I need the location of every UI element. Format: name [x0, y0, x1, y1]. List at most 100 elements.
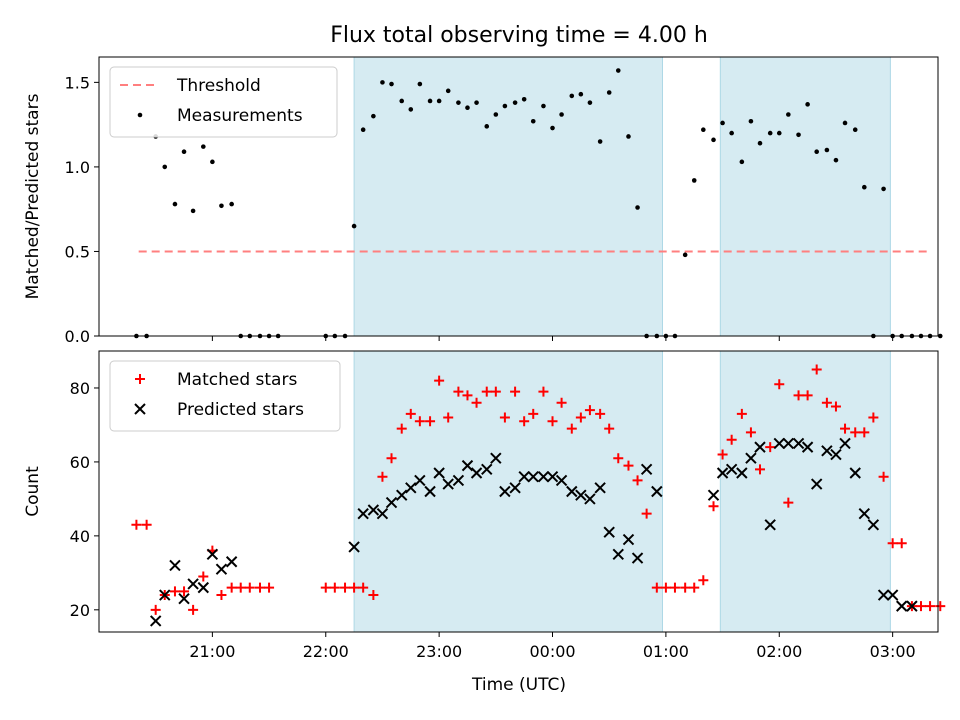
data-point [528, 408, 539, 419]
data-point [858, 507, 871, 520]
data-point [414, 416, 425, 427]
data-point [559, 112, 564, 117]
data-point [887, 538, 898, 549]
data-point [141, 519, 152, 530]
data-point [587, 100, 593, 105]
data-point [641, 508, 652, 519]
data-point [462, 390, 473, 401]
data-point [556, 397, 567, 408]
data-point [736, 467, 748, 479]
data-point [456, 100, 461, 105]
data-point [896, 600, 908, 612]
y-tick-label: 20 [70, 601, 90, 620]
data-point [575, 412, 586, 423]
data-point [490, 452, 502, 464]
data-point [190, 208, 196, 214]
data-point [159, 589, 171, 601]
data-point [484, 124, 490, 129]
y-tick-label: 1.5 [65, 73, 90, 92]
data-point [490, 386, 501, 397]
bottom-panel: 20 40 60 80 21:00 22:00 23:00 00:00 01:00 02:00 03… [23, 350, 946, 661]
data-point [651, 485, 663, 498]
data-point [842, 120, 848, 126]
x-tick-label: 23:00 [416, 642, 462, 661]
data-point [569, 93, 575, 99]
plot-frame [98, 350, 939, 633]
data-point [840, 423, 851, 434]
data-point [776, 130, 782, 136]
data-point [736, 408, 747, 419]
x-tick-label: 02:00 [756, 642, 802, 661]
data-point [340, 582, 351, 593]
data-point [748, 118, 754, 124]
data-point [396, 423, 407, 434]
data-point [726, 434, 737, 445]
data-point [436, 98, 442, 104]
data-point [720, 120, 725, 126]
data-point [499, 412, 510, 423]
data-point [635, 205, 640, 210]
top-panel: 0.0 0.5 1.0 1.5 Matched/Predicted stars Thres… [23, 56, 943, 346]
data-point [443, 412, 454, 423]
data-point [640, 463, 653, 476]
data-point [660, 582, 671, 593]
data-point [244, 582, 255, 593]
data-point [481, 386, 492, 397]
data-point [682, 252, 688, 258]
data-point [474, 100, 479, 105]
data-point [604, 423, 615, 434]
data-point [595, 408, 606, 419]
data-point [150, 604, 161, 615]
y-axis-label: Matched/Predicted stars [23, 93, 43, 299]
data-point [537, 471, 550, 483]
data-point [187, 578, 199, 590]
data-point [717, 449, 728, 460]
data-point [348, 541, 360, 553]
y-tick-label: 60 [70, 453, 90, 472]
data-point [215, 563, 228, 575]
data-point [471, 397, 482, 408]
data-point [264, 582, 275, 593]
plot-frame [98, 56, 939, 337]
data-point [502, 103, 508, 109]
data-point [179, 586, 190, 597]
data-point [774, 379, 785, 390]
data-point [701, 127, 706, 133]
data-point [783, 497, 794, 508]
data-point [886, 589, 899, 601]
data-point [606, 90, 612, 95]
data-point [445, 88, 451, 94]
data-point [512, 100, 518, 105]
y-tick-label: 40 [70, 527, 90, 546]
x-axis-label: Time (UTC) [471, 675, 566, 695]
data-point [631, 552, 644, 564]
data-point [805, 102, 810, 107]
data-point [849, 467, 861, 479]
data-point [405, 408, 416, 419]
data-point [461, 459, 474, 472]
data-point [219, 203, 224, 209]
data-point [427, 98, 433, 104]
data-point [725, 463, 738, 476]
data-point [360, 127, 366, 133]
y-tick-label: 80 [70, 379, 90, 398]
data-point [651, 582, 662, 593]
observing-interval-shade [719, 56, 891, 337]
observing-interval-shade [353, 56, 663, 337]
data-point [530, 118, 536, 124]
x-tick-label: 22:00 [303, 642, 349, 661]
data-point [226, 582, 237, 593]
data-point [852, 127, 858, 133]
data-point [538, 386, 549, 397]
data-point [821, 445, 833, 457]
data-point [698, 575, 709, 586]
data-point [188, 604, 199, 615]
data-point [859, 427, 870, 438]
data-point [201, 144, 206, 149]
legend-swatch [134, 403, 146, 415]
y-tick-label: 1.0 [65, 158, 90, 177]
data-point [868, 412, 879, 423]
data-point [729, 130, 734, 136]
data-point [386, 453, 397, 464]
data-point [622, 533, 635, 546]
